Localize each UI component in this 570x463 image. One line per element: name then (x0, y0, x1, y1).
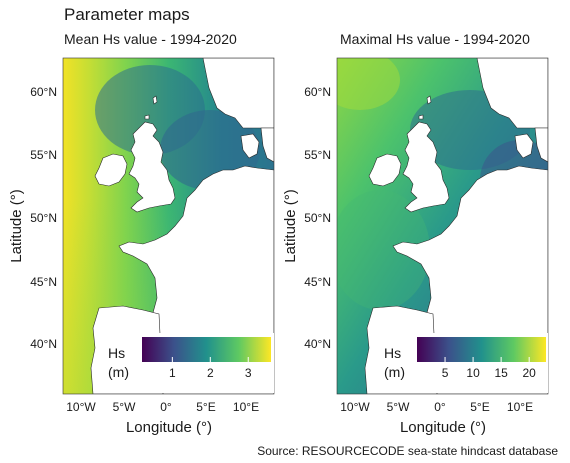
colorbar-ticks: 5 10 15 20 (442, 357, 536, 380)
mean-y-axis: 40°N 45°N 50°N 55°N 60°N (30, 85, 57, 351)
max-colorbar-legend: Hs (m) 5 10 15 20 (377, 333, 548, 393)
legend-title-unit: (m) (108, 364, 129, 380)
mean-colorbar-legend: Hs (m) 1 2 3 (102, 333, 274, 393)
legend-title-unit: (m) (384, 364, 405, 380)
colorbar-tick-label: 20 (522, 366, 536, 380)
mean-y-label: Latitude (°) (8, 189, 25, 263)
colorbar (142, 337, 271, 362)
y-tick: 60°N (30, 85, 57, 99)
x-tick: 0° (434, 400, 446, 414)
colorbar-tick-label: 1 (169, 366, 176, 380)
max-y-axis: 40°N 45°N 50°N 55°N 60°N (304, 85, 331, 351)
mean-panel-subtitle: Mean Hs value - 1994-2020 (64, 31, 237, 47)
x-tick: 10°W (340, 400, 370, 414)
y-tick: 55°N (304, 148, 331, 162)
x-tick: 5°W (387, 400, 410, 414)
mean-x-label: Longitude (°) (126, 419, 212, 436)
figure-title: Parameter maps (64, 5, 190, 24)
max-y-label: Latitude (°) (282, 189, 299, 263)
y-tick: 45°N (30, 275, 57, 289)
legend-title-hs: Hs (384, 345, 401, 361)
y-tick: 60°N (304, 85, 331, 99)
max-x-label: Longitude (°) (400, 419, 486, 436)
y-tick: 45°N (304, 275, 331, 289)
x-tick: 10°W (66, 400, 96, 414)
y-tick: 55°N (30, 148, 57, 162)
colorbar-tick-label: 5 (442, 366, 449, 380)
colorbar-tick-label: 10 (466, 366, 480, 380)
max-x-axis: 10°W 5°W 0° 5°E 10°E (340, 400, 533, 414)
legend-title-hs: Hs (108, 345, 125, 361)
colorbar-ticks: 1 2 3 (169, 357, 252, 380)
source-caption: Source: RESOURCECODE sea-state hindcast … (257, 444, 558, 458)
colorbar-tick-label: 2 (207, 366, 214, 380)
colorbar-tick-label: 15 (494, 366, 508, 380)
x-tick: 10°E (233, 400, 259, 414)
colorbar (417, 337, 546, 362)
x-tick: 5°E (196, 400, 215, 414)
y-tick: 50°N (30, 211, 57, 225)
x-tick: 5°E (470, 400, 489, 414)
mean-hs-map (62, 57, 275, 395)
mean-x-axis: 10°W 5°W 0° 5°E 10°E (66, 400, 259, 414)
y-tick: 50°N (304, 211, 331, 225)
max-panel-subtitle: Maximal Hs value - 1994-2020 (340, 31, 530, 47)
x-tick: 10°E (507, 400, 533, 414)
colorbar-tick-label: 3 (245, 366, 252, 380)
y-tick: 40°N (30, 337, 57, 351)
x-tick: 5°W (113, 400, 136, 414)
y-tick: 40°N (304, 337, 331, 351)
x-tick: 0° (160, 400, 172, 414)
